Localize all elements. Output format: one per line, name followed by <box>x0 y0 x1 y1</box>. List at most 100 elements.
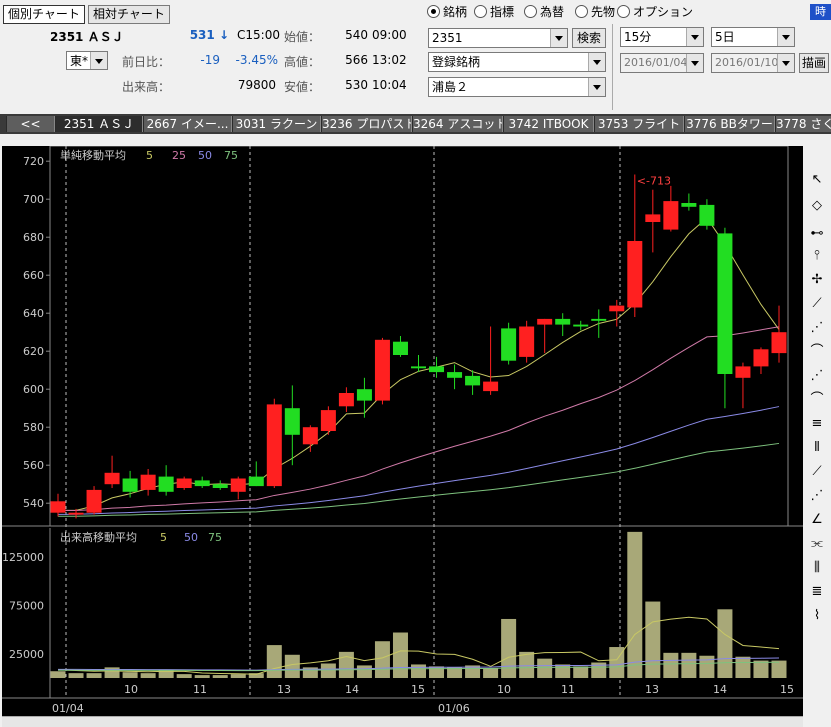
candle-body <box>68 512 84 515</box>
volume-bar <box>356 665 372 678</box>
price-tick-label: 660 <box>23 269 44 282</box>
volume-tick-label: 75000 <box>9 599 44 612</box>
cycle-icon[interactable]: ⌇ <box>813 608 821 623</box>
volume-bar <box>483 668 499 678</box>
volume-bar <box>230 674 246 678</box>
corner-button[interactable]: 時 <box>810 4 831 20</box>
volume-bar <box>86 673 102 678</box>
draw-button[interactable]: 描画 <box>799 53 829 73</box>
candle-body <box>627 241 643 308</box>
stock-tab[interactable]: 3753 フライト <box>594 116 684 132</box>
candle-body <box>392 341 408 355</box>
individual-chart-button[interactable]: 個別チャート <box>3 5 85 24</box>
open-time: 09:00 <box>372 28 407 42</box>
angle-icon[interactable]: ∠ <box>811 512 823 527</box>
date-label: 01/04 <box>52 702 84 715</box>
from-date-select[interactable]: 2016/01/04 <box>620 53 704 73</box>
x-tick-label: 13 <box>277 683 291 696</box>
stock-tab[interactable]: 3778 さく <box>775 116 831 132</box>
volume-tick-label: 25000 <box>9 648 44 661</box>
candle-body <box>356 389 372 401</box>
span-select[interactable]: 5日 <box>711 27 795 47</box>
horizontal-scrollbar[interactable] <box>2 716 803 727</box>
group-select[interactable]: 浦島２ <box>428 77 606 97</box>
volume-legend-period: 5 <box>160 531 167 544</box>
search-button[interactable]: 検索 <box>572 28 606 48</box>
volume-bar <box>771 660 787 678</box>
radio-1[interactable]: 指標 <box>474 5 514 19</box>
volume-bar <box>555 664 571 678</box>
stock-tab[interactable]: 3776 BBタワー <box>684 116 775 132</box>
trendline-icon[interactable]: ⟋ <box>812 296 822 311</box>
tab-scroll-left[interactable]: << <box>6 116 55 132</box>
arc-icon[interactable]: ⌒ <box>810 344 824 359</box>
parallel-icon[interactable]: ⫼ <box>814 560 820 575</box>
volume-bar <box>735 656 751 678</box>
relative-chart-button[interactable]: 相対チャート <box>88 5 170 24</box>
candle-body <box>104 472 120 485</box>
gann-line-icon[interactable]: ⟋ <box>812 464 822 479</box>
stock-tab[interactable]: 3031 ラクーン <box>232 116 321 132</box>
candle-body <box>176 478 192 488</box>
stock-tab[interactable]: 3236 プロパスト <box>321 116 412 132</box>
radio-3[interactable]: 先物 <box>575 5 615 19</box>
volume-bar <box>374 641 390 678</box>
candle-body <box>50 501 66 513</box>
volume-bar <box>176 674 192 678</box>
volume-bar <box>392 632 408 678</box>
volume-bar <box>411 664 426 678</box>
stock-tab[interactable]: 3264 アスコット <box>412 116 503 132</box>
fib-fan-icon[interactable]: ⋰ <box>810 368 824 383</box>
fib-arc-icon[interactable]: ⌒ <box>810 392 824 407</box>
interval-select[interactable]: 15分 <box>620 27 704 47</box>
radio-label: 先物 <box>591 5 616 19</box>
price-ma-line <box>57 406 780 515</box>
candle-body <box>248 476 264 487</box>
volume-bar <box>591 662 607 678</box>
cursor-icon[interactable]: ↖ <box>811 172 823 187</box>
volume-bar <box>284 654 300 678</box>
price-tick-label: 620 <box>23 345 44 358</box>
hline-icon[interactable]: ⊷ <box>810 226 824 241</box>
x-tick-label: 15 <box>780 683 794 696</box>
fan-icon[interactable]: ⋰ <box>810 320 824 335</box>
radio-circle-icon <box>474 5 487 18</box>
candle-body <box>194 480 210 487</box>
x-tick-label: 14 <box>713 683 727 696</box>
radio-2[interactable]: 為替 <box>524 5 564 19</box>
stock-tab-bar: << 2351 ＡＳＪ 2667 イメー... 3031 ラクーン 3236 プロパスト… <box>0 114 831 134</box>
price-tick-label: 560 <box>23 459 44 472</box>
candle-body <box>465 375 481 386</box>
speed-line-icon[interactable]: ≣ <box>811 584 823 599</box>
fib-retrace-icon[interactable]: ≡ <box>811 416 823 431</box>
volume-legend-title: 出来高移動平均 <box>60 530 137 544</box>
code-input[interactable]: 2351 <box>428 28 568 48</box>
chevron-down-icon <box>777 28 794 46</box>
radio-4[interactable]: オプション <box>617 5 693 19</box>
market-value: 東* <box>70 54 89 68</box>
volume-bar <box>50 671 66 678</box>
stock-tab[interactable]: 3742 ITBOOK <box>503 116 594 132</box>
radio-0[interactable]: 銘柄 <box>427 5 467 19</box>
x-tick-label: 13 <box>645 683 659 696</box>
gann-fan-icon[interactable]: ⋰ <box>810 488 824 503</box>
market-select[interactable]: 東* <box>66 51 108 70</box>
from-date-value: 2016/01/04 <box>624 56 688 69</box>
volume-bar <box>573 666 589 678</box>
cross-icon[interactable]: ✢ <box>811 272 823 287</box>
code-value: 2351 <box>432 31 463 45</box>
volume-bar <box>447 667 463 678</box>
registered-list-select[interactable]: 登録銘柄 <box>428 52 606 72</box>
to-date-select[interactable]: 2016/01/10 <box>711 53 795 73</box>
stock-tab[interactable]: 2667 イメー... <box>143 116 232 132</box>
candle-body <box>645 214 661 222</box>
fib-time-icon[interactable]: ⦀ <box>814 440 820 455</box>
eraser-icon[interactable]: ◇ <box>812 198 822 213</box>
volume-bar <box>248 673 264 678</box>
stock-tab[interactable]: 2351 ＡＳＪ <box>55 116 143 132</box>
volume-bar <box>122 672 138 678</box>
candle-body <box>122 478 138 492</box>
candle-body <box>284 408 300 435</box>
vline-icon[interactable]: ⫯ <box>814 248 820 263</box>
channel-icon[interactable]: ⫘ <box>811 536 823 551</box>
